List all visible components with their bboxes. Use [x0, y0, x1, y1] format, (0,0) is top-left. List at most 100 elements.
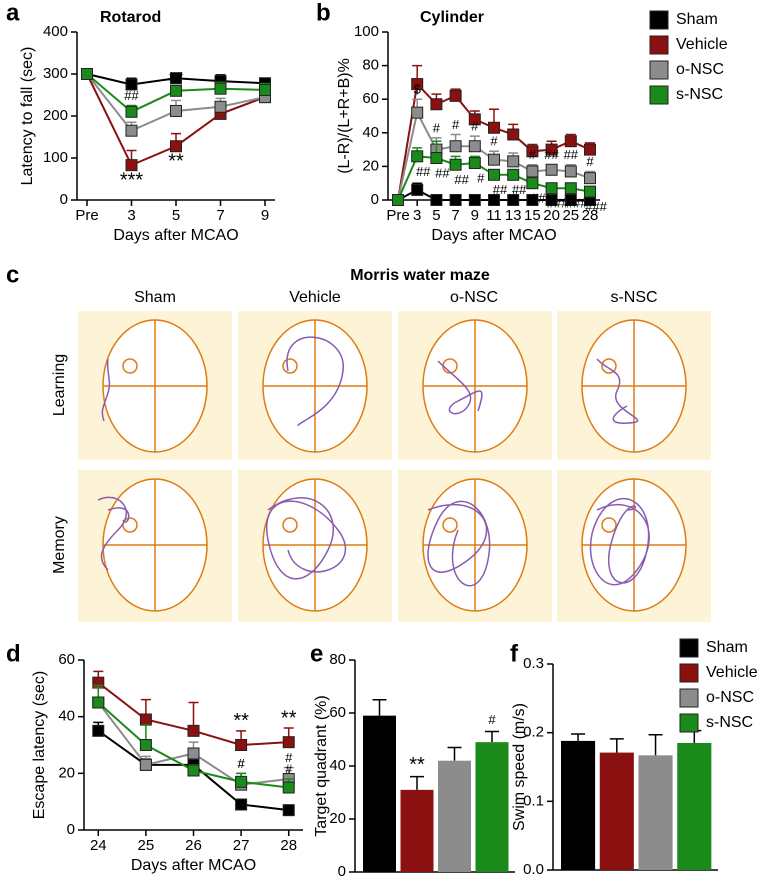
marker	[92, 696, 105, 709]
marker	[564, 135, 577, 148]
panel-letter: a	[6, 0, 20, 26]
marker	[526, 194, 539, 206]
x-tick-label: 28	[582, 207, 599, 224]
marker	[187, 724, 200, 737]
marker	[449, 89, 462, 102]
marker	[170, 72, 182, 85]
maze-image	[238, 470, 392, 622]
marker	[187, 747, 200, 760]
swim-path	[286, 336, 344, 427]
swim-path	[589, 498, 650, 586]
legend-swatch	[649, 10, 669, 30]
y-axis-label: (L-R)/(L+R+B)%	[336, 58, 353, 174]
significance: ##	[169, 69, 184, 84]
marker	[564, 182, 577, 195]
swim-path	[437, 360, 483, 415]
significance: #	[488, 712, 496, 727]
panel-letter: c	[6, 261, 19, 288]
legend-label: Sham	[676, 11, 718, 28]
x-tick-label: 9	[261, 207, 269, 224]
marker	[449, 158, 462, 171]
marker	[468, 140, 481, 153]
panel-letter: b	[316, 0, 331, 26]
error-bar	[609, 738, 624, 753]
x-tick-label: 20	[543, 207, 560, 224]
panel-letter: e	[310, 640, 323, 667]
y-tick-label: 0	[67, 821, 75, 838]
y-tick-label: 100	[43, 149, 68, 166]
marker	[430, 194, 443, 206]
swim-path	[596, 358, 639, 424]
marker	[507, 194, 520, 206]
bar	[438, 760, 471, 872]
y-tick-label: 40	[362, 124, 379, 141]
y-tick-label: 60	[329, 704, 346, 721]
error-bar	[571, 733, 586, 741]
x-axis-label: Days after MCAO	[113, 227, 238, 244]
marker	[507, 168, 520, 181]
marker	[526, 165, 539, 178]
y-tick-label: 80	[329, 651, 346, 668]
legend-label: o-NSC	[676, 61, 724, 78]
y-tick-label: 0	[60, 191, 68, 208]
significance: ##	[454, 172, 469, 187]
marker	[125, 105, 138, 118]
x-tick-label: 7	[216, 207, 224, 224]
x-tick-label: 5	[172, 207, 180, 224]
marker	[545, 182, 558, 195]
marker	[507, 128, 520, 141]
bar	[677, 742, 712, 870]
marker	[449, 194, 462, 206]
swim-path	[101, 358, 111, 422]
x-tick-label: Pre	[75, 207, 98, 224]
marker	[81, 68, 93, 80]
marker	[488, 121, 500, 134]
marker	[430, 152, 443, 164]
y-tick-label: 400	[43, 23, 68, 40]
maze-platform	[442, 517, 458, 533]
maze-column: o-NSC	[450, 289, 498, 306]
significance: #	[433, 120, 441, 135]
x-tick-label: 28	[280, 837, 297, 854]
marker	[411, 106, 424, 119]
x-tick-label: 24	[90, 837, 107, 854]
marker	[584, 143, 596, 156]
marker	[235, 798, 248, 811]
maze-platform	[601, 517, 617, 533]
significance: ###	[566, 196, 588, 211]
marker	[92, 724, 105, 737]
y-tick-label: 200	[43, 107, 68, 124]
chart-title: Rotarod	[100, 9, 161, 26]
significance: #	[285, 761, 293, 776]
maze-image	[398, 311, 552, 460]
significance: ##	[435, 165, 450, 180]
marker	[488, 168, 500, 181]
y-axis-label: Target quadrant (%)	[313, 695, 330, 836]
x-tick-label: 27	[233, 837, 250, 854]
chart-title: Cylinder	[420, 9, 484, 26]
error-bar	[410, 775, 424, 790]
maze-platform	[282, 358, 298, 374]
marker	[139, 739, 152, 751]
marker	[545, 163, 558, 176]
significance: ###	[547, 196, 569, 211]
x-tick-label: 13	[505, 207, 522, 224]
legend-label: o-NSC	[706, 689, 754, 706]
marker	[468, 194, 481, 206]
y-axis-label: Latency to fall (sec)	[19, 47, 36, 186]
y-axis-label: Swim speed (m/s)	[511, 703, 528, 831]
error-bar	[372, 699, 387, 716]
x-tick-label: 3	[127, 207, 135, 224]
significance: **	[233, 710, 249, 732]
y-tick-label: 0.1	[523, 792, 544, 809]
marker	[526, 145, 539, 158]
marker	[170, 104, 182, 117]
maze-image	[238, 311, 392, 460]
marker	[214, 100, 227, 113]
y-tick-label: 60	[58, 651, 75, 668]
marker	[214, 82, 227, 95]
marker	[392, 194, 404, 206]
maze-platform	[122, 358, 138, 374]
significance: ##	[416, 164, 431, 179]
marker	[125, 124, 138, 137]
